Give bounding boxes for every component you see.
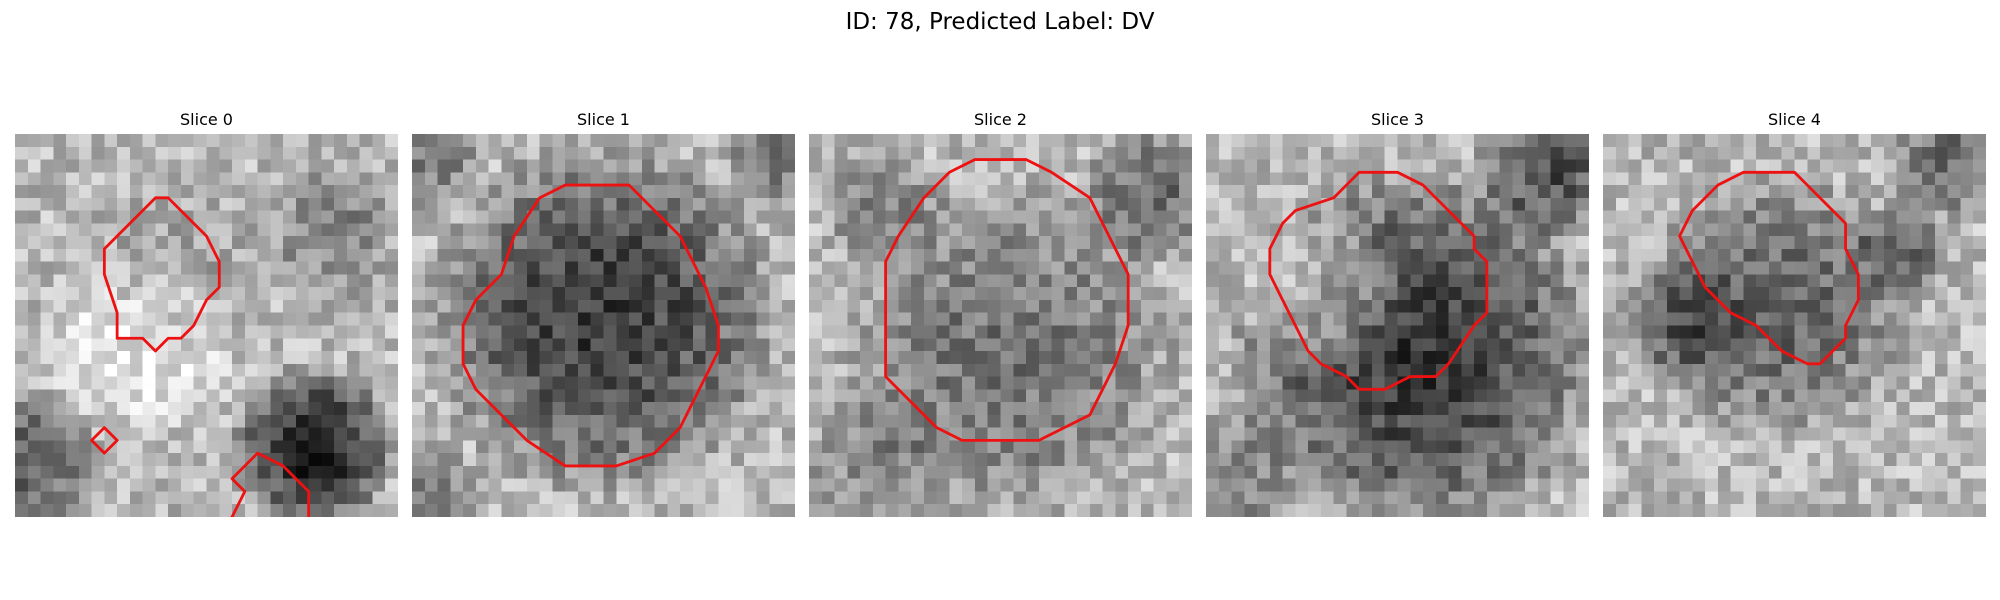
slice-panel-3: Slice 3 <box>1206 110 1589 517</box>
slice-title-0: Slice 0 <box>180 110 233 129</box>
contour-outline <box>1268 170 1489 391</box>
contour-outline <box>1678 170 1860 366</box>
slice-title-4: Slice 4 <box>1768 110 1821 129</box>
slice-image-0 <box>15 134 398 517</box>
slice-title-1: Slice 1 <box>577 110 630 129</box>
figure-title: ID: 78, Predicted Label: DV <box>845 9 1155 35</box>
slice-image-2 <box>809 134 1192 517</box>
slice-title-2: Slice 2 <box>974 110 1027 129</box>
contour-outline <box>884 158 1130 442</box>
slice-image-3 <box>1206 134 1589 517</box>
contour-outline <box>461 183 720 468</box>
slice-image-1 <box>412 134 795 517</box>
slice-panel-4: Slice 4 <box>1603 110 1986 517</box>
contour-outline <box>230 451 311 517</box>
slice-panel-0: Slice 0 <box>15 110 398 517</box>
contour-outline <box>102 196 221 353</box>
slice-image-4 <box>1603 134 1986 517</box>
slice-panel-1: Slice 1 <box>412 110 795 517</box>
slice-title-3: Slice 3 <box>1371 110 1424 129</box>
slice-panel-2: Slice 2 <box>809 110 1192 517</box>
contour-outline <box>90 426 119 455</box>
